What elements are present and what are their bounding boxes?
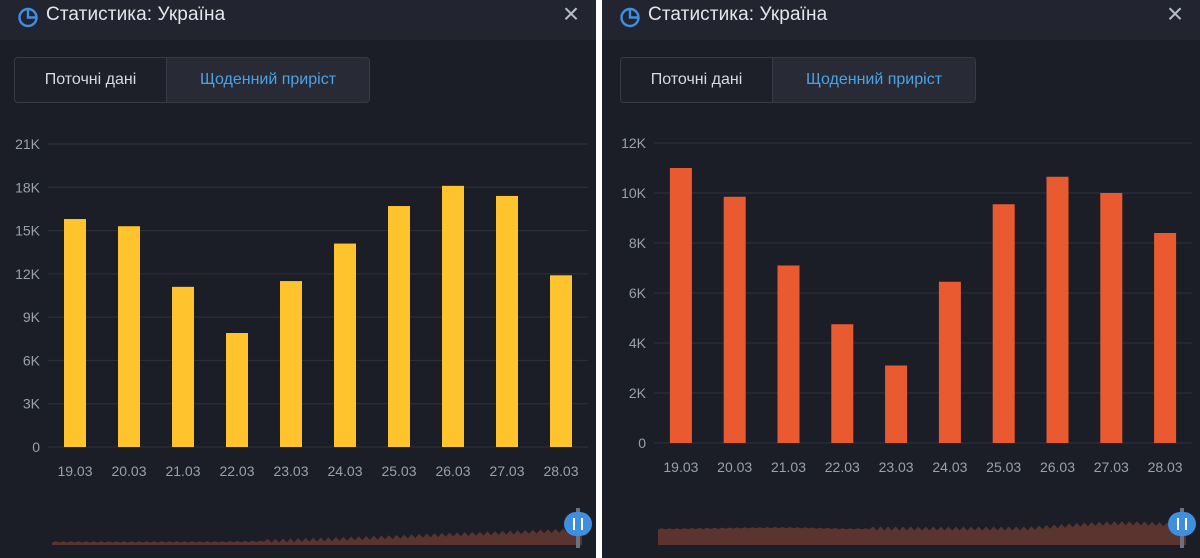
x-tick-label: 22.03 <box>219 463 254 479</box>
x-tick-label: 19.03 <box>57 463 92 479</box>
x-tick-label: 26.03 <box>1040 459 1075 475</box>
bar <box>669 168 692 443</box>
timeline-scrubber[interactable] <box>0 500 596 558</box>
y-tick-label: 6K <box>629 285 647 301</box>
bar-chart-left: 0 3K 6K 9K 12K 15K 18K 21K 19.03 20.03 21.03 22.03 2… <box>15 136 588 479</box>
x-tick-label: 27.03 <box>489 463 524 479</box>
close-icon[interactable]: × <box>1166 0 1184 29</box>
y-tick-label: 3K <box>23 396 41 412</box>
x-tick-label: 24.03 <box>327 463 362 479</box>
x-tick-label: 27.03 <box>1094 459 1129 475</box>
bar <box>388 206 410 447</box>
bar <box>442 185 464 447</box>
y-tick-label: 18K <box>15 179 41 195</box>
close-icon[interactable]: × <box>562 0 580 29</box>
panel-header: Статистика: Україна × <box>0 0 596 40</box>
panel-header: Статистика: Україна × <box>602 0 1200 40</box>
bar <box>496 195 518 447</box>
bar <box>118 226 140 447</box>
x-tick-label: 20.03 <box>717 459 752 475</box>
x-tick-label: 25.03 <box>986 459 1021 475</box>
stats-panel-left: Статистика: Україна × Поточні дані Щоден… <box>0 0 596 558</box>
bar <box>226 333 248 447</box>
y-tick-label: 21K <box>15 136 41 152</box>
tab-bar: Поточні дані Щоденний приріст <box>14 57 370 103</box>
bar <box>777 265 800 443</box>
y-tick-label: 0 <box>638 435 646 451</box>
y-tick-label: 8K <box>629 235 647 251</box>
x-tick-label: 23.03 <box>273 463 308 479</box>
y-tick-label: 0 <box>32 439 40 455</box>
timeline-scrubber[interactable] <box>602 500 1200 558</box>
bar <box>1046 176 1069 443</box>
pie-chart-icon <box>620 7 640 28</box>
y-tick-label: 4K <box>629 335 647 351</box>
y-tick-label: 12K <box>621 135 647 151</box>
bar <box>885 365 908 443</box>
bar-chart-right: 0 2K 4K 6K 8K 10K 12K 19.03 20.03 21.03 22.03 23.03… <box>621 135 1192 475</box>
panel-title: Статистика: Україна <box>648 4 828 25</box>
bar <box>334 243 356 447</box>
y-tick-label: 2K <box>629 385 647 401</box>
bar <box>723 196 746 443</box>
tab-current-data[interactable]: Поточні дані <box>15 58 167 102</box>
y-tick-label: 12K <box>15 266 41 282</box>
tab-current-data[interactable]: Поточні дані <box>621 58 773 102</box>
scrubber-handle <box>564 512 592 536</box>
tab-daily-growth[interactable]: Щоденний приріст <box>167 58 369 102</box>
bar <box>992 204 1015 443</box>
scrubber-area <box>658 521 1186 545</box>
y-tick-label: 15K <box>15 223 41 239</box>
x-tick-label: 24.03 <box>932 459 967 475</box>
y-tick-label: 10K <box>621 185 647 201</box>
x-tick-label: 28.03 <box>543 463 578 479</box>
y-tick-label: 6K <box>23 352 41 368</box>
bar <box>172 286 194 447</box>
tab-daily-growth[interactable]: Щоденний приріст <box>773 58 975 102</box>
bar <box>831 324 854 443</box>
bar <box>550 275 572 447</box>
x-tick-label: 25.03 <box>381 463 416 479</box>
bar <box>1154 233 1177 443</box>
bar <box>280 281 302 447</box>
scrubber-area <box>52 527 582 545</box>
pie-chart-icon <box>18 7 38 28</box>
scrubber-handle <box>1168 512 1196 536</box>
bar <box>1100 193 1123 443</box>
x-tick-label: 26.03 <box>435 463 470 479</box>
tab-bar: Поточні дані Щоденний приріст <box>620 57 976 103</box>
stats-panel-right: Статистика: Україна × Поточні дані Щоден… <box>602 0 1200 558</box>
x-tick-label: 20.03 <box>111 463 146 479</box>
x-tick-label: 28.03 <box>1148 459 1183 475</box>
bar <box>938 281 961 443</box>
x-tick-label: 21.03 <box>165 463 200 479</box>
x-tick-label: 21.03 <box>771 459 806 475</box>
x-tick-label: 19.03 <box>663 459 698 475</box>
y-tick-label: 9K <box>23 309 41 325</box>
panel-title: Статистика: Україна <box>46 4 226 25</box>
bar <box>64 219 86 447</box>
x-tick-label: 23.03 <box>879 459 914 475</box>
x-tick-label: 22.03 <box>825 459 860 475</box>
